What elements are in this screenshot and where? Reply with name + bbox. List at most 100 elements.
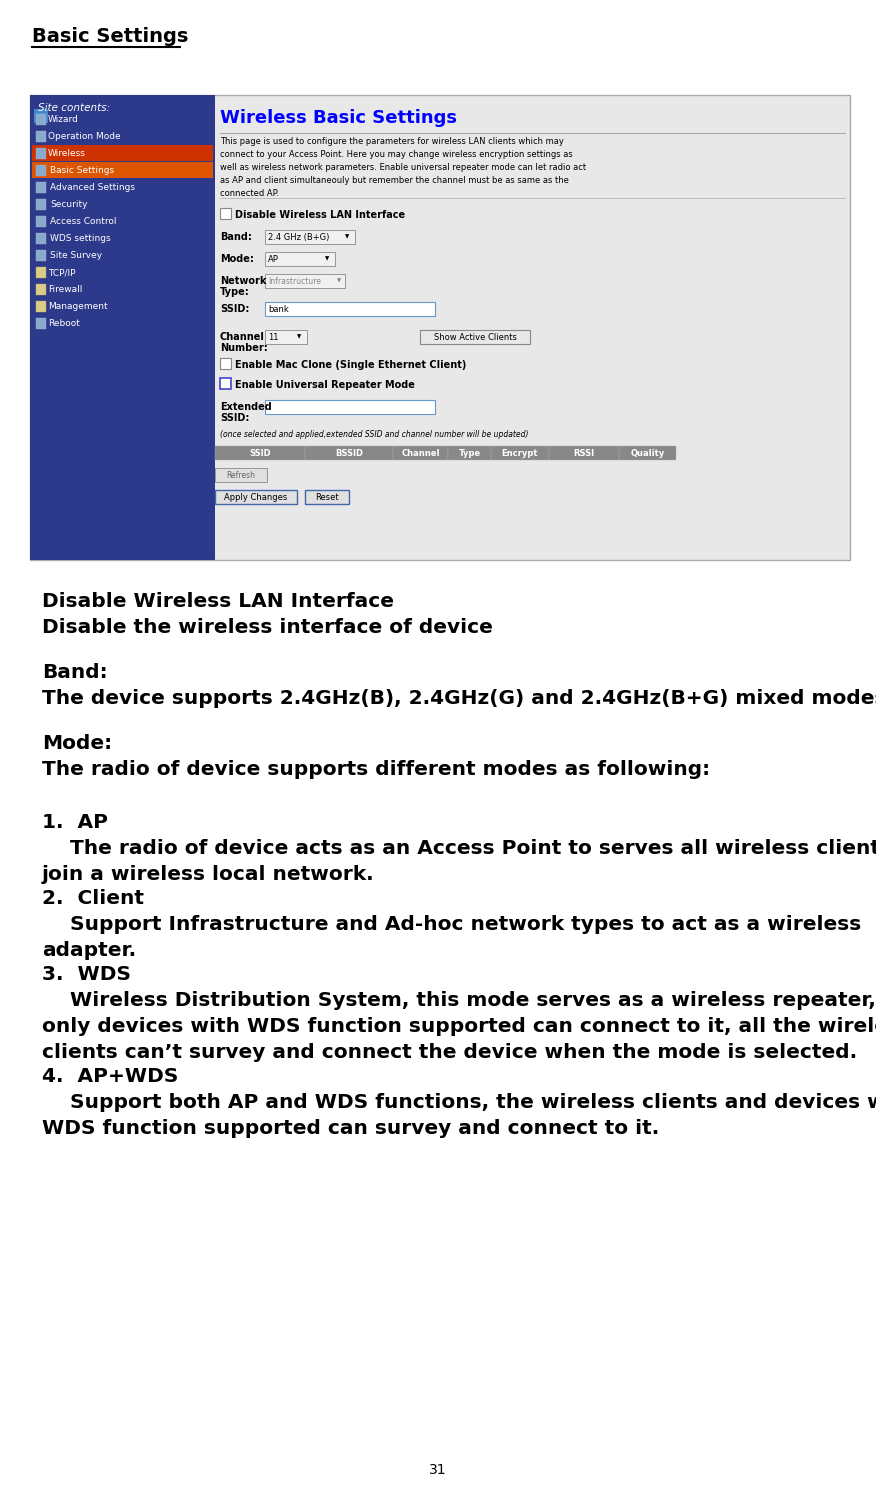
Text: Encrypt: Encrypt: [502, 448, 538, 457]
FancyBboxPatch shape: [36, 216, 46, 226]
Text: Wireless Distribution System, this mode serves as a wireless repeater,: Wireless Distribution System, this mode …: [42, 991, 876, 1010]
FancyBboxPatch shape: [420, 330, 530, 343]
Text: 1.  AP: 1. AP: [42, 812, 108, 832]
FancyBboxPatch shape: [305, 447, 393, 460]
Text: Support both AP and WDS functions, the wireless clients and devices with: Support both AP and WDS functions, the w…: [42, 1093, 876, 1112]
Text: Channel: Channel: [401, 448, 440, 457]
Text: TCP/IP: TCP/IP: [48, 268, 75, 277]
Text: Extended: Extended: [220, 402, 272, 412]
FancyBboxPatch shape: [220, 378, 231, 390]
Text: 2.  Client: 2. Client: [42, 889, 144, 908]
FancyBboxPatch shape: [36, 250, 46, 261]
FancyBboxPatch shape: [36, 199, 46, 210]
FancyBboxPatch shape: [36, 148, 46, 159]
Text: Show Active Clients: Show Active Clients: [434, 333, 517, 342]
Text: Basic Settings: Basic Settings: [50, 166, 114, 175]
Text: Reboot: Reboot: [48, 319, 80, 328]
Text: Operation Mode: Operation Mode: [48, 132, 121, 141]
Text: Quality: Quality: [631, 448, 665, 457]
Text: ▼: ▼: [297, 334, 301, 339]
Text: 11: 11: [268, 333, 279, 342]
Text: AP: AP: [268, 255, 279, 264]
Text: Enable Mac Clone (Single Ethernet Client): Enable Mac Clone (Single Ethernet Client…: [235, 360, 466, 370]
Text: Support Infrastructure and Ad-hoc network types to act as a wireless: Support Infrastructure and Ad-hoc networ…: [42, 916, 861, 934]
FancyBboxPatch shape: [36, 165, 46, 175]
Text: SSID: SSID: [249, 448, 271, 457]
Text: BSSID: BSSID: [335, 448, 363, 457]
FancyBboxPatch shape: [491, 447, 549, 460]
FancyBboxPatch shape: [215, 447, 305, 460]
FancyBboxPatch shape: [393, 447, 448, 460]
Text: Basic Settings: Basic Settings: [32, 27, 188, 46]
Text: 3.  WDS: 3. WDS: [42, 965, 131, 985]
Text: 4.  AP+WDS: 4. AP+WDS: [42, 1067, 179, 1087]
Text: connected AP.: connected AP.: [220, 189, 279, 198]
FancyBboxPatch shape: [36, 267, 46, 277]
Text: Site Survey: Site Survey: [50, 250, 102, 259]
Text: connect to your Access Point. Here you may change wireless encryption settings a: connect to your Access Point. Here you m…: [220, 150, 573, 159]
FancyBboxPatch shape: [265, 252, 335, 265]
Text: Infrastructure: Infrastructure: [268, 276, 321, 285]
Text: Disable Wireless LAN Interface: Disable Wireless LAN Interface: [42, 592, 394, 612]
Text: Wireless: Wireless: [48, 148, 86, 157]
Text: Type:: Type:: [220, 286, 250, 297]
Text: Wireless Basic Settings: Wireless Basic Settings: [220, 109, 457, 127]
Text: clients can’t survey and connect the device when the mode is selected.: clients can’t survey and connect the dev…: [42, 1043, 857, 1063]
Text: ▼: ▼: [337, 279, 342, 283]
Text: Reset: Reset: [315, 493, 339, 502]
FancyBboxPatch shape: [34, 109, 48, 123]
FancyBboxPatch shape: [549, 447, 619, 460]
Text: Disable the wireless interface of device: Disable the wireless interface of device: [42, 618, 493, 637]
Text: WDS function supported can survey and connect to it.: WDS function supported can survey and co…: [42, 1120, 660, 1138]
FancyBboxPatch shape: [36, 181, 46, 193]
FancyBboxPatch shape: [36, 318, 46, 328]
Text: Disable Wireless LAN Interface: Disable Wireless LAN Interface: [235, 210, 405, 220]
FancyBboxPatch shape: [220, 208, 231, 219]
FancyBboxPatch shape: [265, 301, 435, 316]
Text: The device supports 2.4GHz(B), 2.4GHz(G) and 2.4GHz(B+G) mixed modes.: The device supports 2.4GHz(B), 2.4GHz(G)…: [42, 690, 876, 708]
FancyBboxPatch shape: [30, 94, 850, 561]
FancyBboxPatch shape: [265, 400, 435, 414]
Text: Wizard: Wizard: [48, 115, 79, 124]
FancyBboxPatch shape: [36, 114, 46, 124]
Text: well as wireless network parameters. Enable universal repeater mode can let radi: well as wireless network parameters. Ena…: [220, 163, 586, 172]
Text: The radio of device supports different modes as following:: The radio of device supports different m…: [42, 760, 710, 779]
Text: Advanced Settings: Advanced Settings: [50, 183, 135, 192]
Text: Band:: Band:: [220, 232, 252, 241]
FancyBboxPatch shape: [220, 358, 231, 369]
Text: bank: bank: [268, 304, 289, 313]
Text: Apply Changes: Apply Changes: [224, 493, 287, 502]
Text: Management: Management: [48, 301, 108, 310]
FancyBboxPatch shape: [30, 94, 215, 561]
Text: SSID:: SSID:: [220, 304, 250, 313]
Text: Access Control: Access Control: [50, 217, 117, 226]
Text: Band:: Band:: [42, 663, 108, 682]
FancyBboxPatch shape: [36, 283, 46, 295]
FancyBboxPatch shape: [265, 274, 345, 288]
Text: Enable Universal Repeater Mode: Enable Universal Repeater Mode: [235, 381, 415, 390]
Text: Refresh: Refresh: [227, 471, 256, 480]
Text: 2.4 GHz (B+G): 2.4 GHz (B+G): [268, 232, 329, 241]
FancyBboxPatch shape: [215, 468, 267, 483]
Text: Channel: Channel: [220, 331, 265, 342]
Text: Security: Security: [50, 199, 88, 208]
FancyBboxPatch shape: [305, 490, 349, 504]
Text: ▼: ▼: [345, 234, 350, 240]
Text: Number:: Number:: [220, 343, 268, 352]
Text: 31: 31: [429, 1463, 447, 1477]
Text: Network: Network: [220, 276, 266, 286]
FancyBboxPatch shape: [619, 447, 676, 460]
Text: WDS settings: WDS settings: [50, 234, 110, 243]
Text: RSSI: RSSI: [574, 448, 595, 457]
FancyBboxPatch shape: [36, 130, 46, 142]
FancyBboxPatch shape: [32, 145, 213, 160]
Text: as AP and client simultaneouly but remember the channel must be as same as the: as AP and client simultaneouly but remem…: [220, 175, 569, 184]
Text: The radio of device acts as an Access Point to serves all wireless clients to: The radio of device acts as an Access Po…: [42, 839, 876, 859]
Text: Mode:: Mode:: [220, 253, 254, 264]
Text: only devices with WDS function supported can connect to it, all the wireless: only devices with WDS function supported…: [42, 1018, 876, 1036]
Text: Mode:: Mode:: [42, 735, 112, 752]
Text: Type: Type: [458, 448, 481, 457]
Text: Firewall: Firewall: [48, 285, 82, 294]
Text: Site contents:: Site contents:: [38, 103, 110, 112]
Text: This page is used to configure the parameters for wireless LAN clients which may: This page is used to configure the param…: [220, 136, 564, 145]
